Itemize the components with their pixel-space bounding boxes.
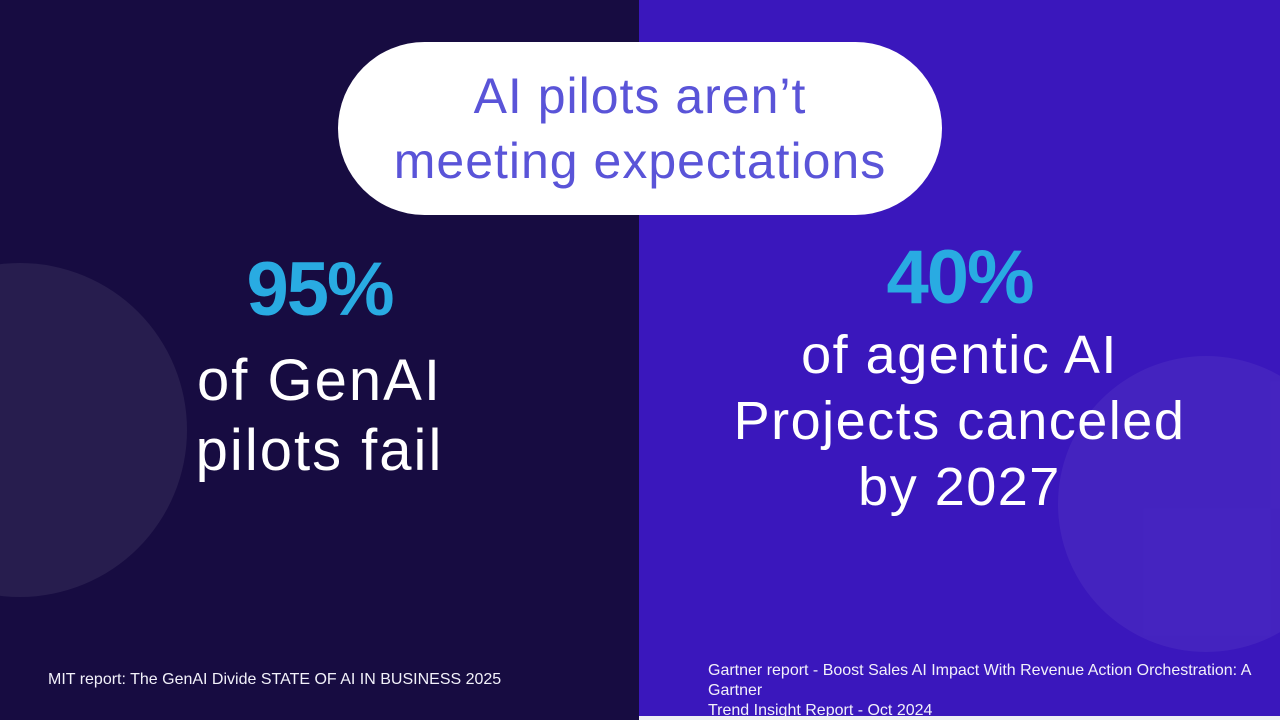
bottom-edge-strip [639, 716, 1280, 720]
title-line-2: meeting expectations [393, 132, 887, 189]
decorative-circle-right [1058, 356, 1280, 652]
right-stat-value: 40% [886, 235, 1034, 320]
left-stat-desc-line-2: pilots fail [195, 418, 444, 483]
right-stat-description: of agentic AI Projects canceled by 2027 [639, 322, 1280, 520]
right-source-line-2: Trend Insight Report - Oct 2024 [708, 702, 933, 719]
right-stat-desc-line-1: of agentic AI [801, 325, 1118, 385]
title-pill: AI pilots aren’t meeting expectations [338, 42, 942, 215]
left-source-citation: MIT report: The GenAI Divide STATE OF AI… [48, 671, 502, 688]
right-stat-desc-line-2: Projects canceled [733, 391, 1186, 451]
left-stat-description: of GenAI pilots fail [0, 346, 639, 486]
left-stat-block: 95% of GenAI pilots fail [0, 252, 639, 486]
right-source-line-1: Gartner report - Boost Sales AI Impact W… [708, 662, 1251, 699]
right-stat-block: 40% of agentic AI Projects canceled by 2… [639, 240, 1280, 520]
right-stat-desc-line-3: by 2027 [858, 457, 1061, 517]
left-stat-value: 95% [246, 247, 394, 332]
title-line-1: AI pilots aren’t [473, 67, 807, 124]
right-source-citation: Gartner report - Boost Sales AI Impact W… [708, 661, 1268, 720]
left-stat-desc-line-1: of GenAI [197, 348, 442, 413]
